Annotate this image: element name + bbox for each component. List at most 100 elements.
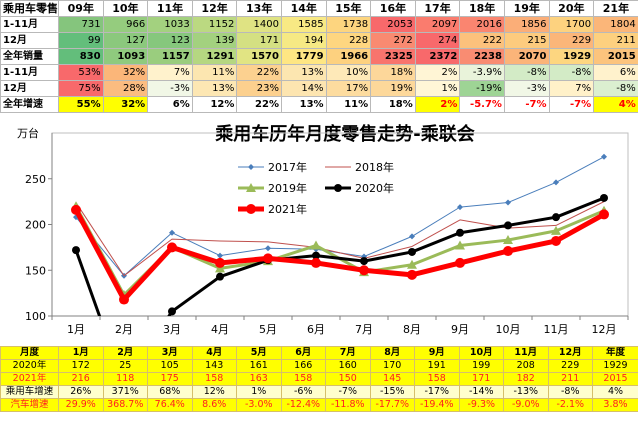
table-cell: -14% bbox=[458, 385, 504, 399]
table-cell: 3.8% bbox=[592, 398, 638, 412]
data-point bbox=[456, 228, 464, 237]
table-cell: -7% bbox=[503, 96, 550, 113]
table-cell: -3% bbox=[503, 80, 550, 97]
table-cell: 12% bbox=[191, 385, 237, 399]
data-point bbox=[455, 257, 465, 268]
table-cell: 26% bbox=[58, 385, 104, 399]
series-line bbox=[73, 208, 606, 303]
x-tick-label: 6月 bbox=[307, 323, 325, 336]
column-header: 1月 bbox=[58, 346, 104, 360]
table-cell: 830 bbox=[58, 48, 104, 65]
year-header: 10年 bbox=[102, 0, 149, 17]
column-header: 7月 bbox=[325, 346, 371, 360]
table-cell: 222 bbox=[459, 32, 505, 49]
table-cell: 215 bbox=[503, 32, 550, 49]
data-point bbox=[553, 179, 559, 186]
y-tick-label: 200 bbox=[25, 219, 46, 232]
table-cell: 175 bbox=[147, 372, 193, 386]
table-cell: 194 bbox=[280, 32, 327, 49]
data-point bbox=[263, 253, 273, 264]
column-header: 8月 bbox=[369, 346, 415, 360]
row-label: 1-11月 bbox=[0, 64, 59, 81]
year-header: 18年 bbox=[459, 0, 505, 17]
data-point bbox=[168, 307, 176, 316]
table-cell: 966 bbox=[102, 16, 149, 33]
table-cell: -9.3% bbox=[458, 398, 504, 412]
series-line bbox=[74, 196, 605, 316]
table-cell: 2070 bbox=[503, 48, 550, 65]
data-point bbox=[504, 221, 512, 230]
table-cell: 18% bbox=[370, 64, 416, 81]
data-point bbox=[312, 251, 320, 260]
column-header: 6月 bbox=[280, 346, 326, 360]
legend-label: 2017年 bbox=[268, 160, 307, 174]
series-2019年 bbox=[71, 201, 609, 299]
year-header: 13年 bbox=[236, 0, 282, 17]
table-row: 全年销量 830 1093 1157 1291 1570 1779 1966 2325 2372 2… bbox=[0, 48, 638, 65]
table-cell: 1% bbox=[414, 80, 461, 97]
x-tick-label: 11月 bbox=[544, 323, 569, 336]
table-row: 2021年 216 118 175 158 163 158 150 145 158 171 182 21… bbox=[0, 372, 638, 386]
row-label: 乘用车增速 bbox=[0, 385, 59, 399]
y-tick-label: 250 bbox=[25, 173, 46, 186]
data-point bbox=[457, 204, 463, 211]
data-point bbox=[169, 229, 175, 236]
table-row: 1-11月 53% 32% 7% 11% 22% 13% 10% 18% 2% -3.9% -8% -8… bbox=[0, 64, 638, 81]
table-row: 2020年 172 25 105 143 161 166 160 170 191 199 208 229… bbox=[0, 359, 638, 373]
table-cell: 191 bbox=[414, 359, 460, 373]
table-cell: 1570 bbox=[236, 48, 282, 65]
x-tick-label: 10月 bbox=[496, 323, 521, 336]
table-cell: -15% bbox=[369, 385, 415, 399]
table-cell: 208 bbox=[503, 359, 549, 373]
data-point bbox=[72, 246, 80, 255]
chart-svg: 乘用车历年月度零售走势-乘联会 万台 100 150 200 250 1月 2月 3月 4月 5… bbox=[17, 123, 629, 336]
table-cell: 23% bbox=[236, 80, 282, 97]
table-cell: 29.9% bbox=[58, 398, 104, 412]
table-row: 12月 99 127 123 139 171 194 228 272 274 222 215 229 21… bbox=[0, 32, 638, 49]
table-cell: 143 bbox=[191, 359, 237, 373]
table-row: 1-11月 731 966 1033 1152 1400 1585 1738 2053 2097 2… bbox=[0, 16, 638, 33]
table-cell: 2% bbox=[414, 96, 461, 113]
table-cell: -19% bbox=[459, 80, 505, 97]
legend-item: 2019年 bbox=[238, 181, 307, 195]
y-tick-label: 100 bbox=[25, 310, 46, 323]
table-cell: 211 bbox=[547, 372, 593, 386]
data-point bbox=[167, 242, 177, 253]
year-header: 15年 bbox=[325, 0, 372, 17]
table-cell: 216 bbox=[58, 372, 104, 386]
table-cell: 118 bbox=[102, 372, 148, 386]
table-cell: -13% bbox=[503, 385, 549, 399]
table-corner-label: 乘用车零售 bbox=[0, 0, 59, 17]
data-point bbox=[551, 225, 561, 235]
table-cell: -7% bbox=[325, 385, 371, 399]
row-label: 1-11月 bbox=[0, 16, 59, 33]
data-point bbox=[408, 247, 416, 256]
table-cell: 7% bbox=[548, 80, 595, 97]
table-cell: 75% bbox=[58, 80, 104, 97]
table-cell: 2053 bbox=[370, 16, 416, 33]
y-axis-unit-label: 万台 bbox=[17, 126, 39, 140]
table-cell: 1152 bbox=[191, 16, 238, 33]
column-header: 月度 bbox=[0, 346, 59, 360]
table-cell: 22% bbox=[236, 64, 282, 81]
year-header: 14年 bbox=[280, 0, 327, 17]
table-cell: 2016 bbox=[459, 16, 505, 33]
table-cell: -6% bbox=[280, 385, 326, 399]
data-point bbox=[409, 233, 415, 240]
table-cell: 32% bbox=[102, 96, 149, 113]
data-point bbox=[119, 294, 129, 305]
table-cell: 171 bbox=[458, 372, 504, 386]
table-cell: 172 bbox=[58, 359, 104, 373]
table-cell: -12.4% bbox=[280, 398, 326, 412]
x-tick-label: 12月 bbox=[592, 323, 617, 336]
table-cell: 76.4% bbox=[147, 398, 193, 412]
table-cell: 1804 bbox=[593, 16, 638, 33]
year-header: 21年 bbox=[593, 0, 638, 17]
year-header: 12年 bbox=[191, 0, 238, 17]
legend-label: 2020年 bbox=[355, 181, 394, 195]
table-cell: -2.1% bbox=[547, 398, 593, 412]
data-point bbox=[216, 272, 224, 281]
table-cell: -7% bbox=[548, 96, 595, 113]
table-cell: 11% bbox=[325, 96, 372, 113]
table-cell: 14% bbox=[280, 80, 327, 97]
